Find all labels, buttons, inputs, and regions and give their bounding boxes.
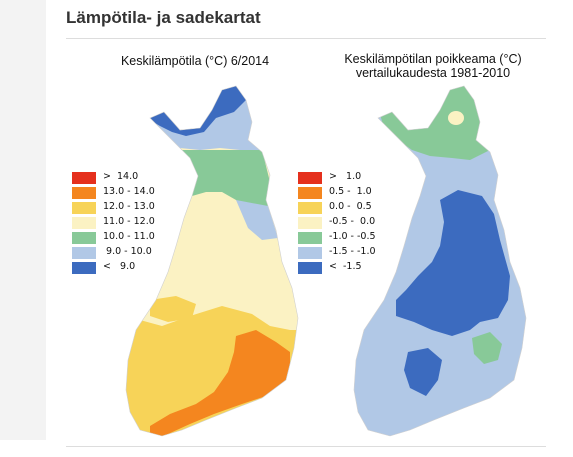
map-left-outline: [125, 85, 299, 437]
map-left-title: Keskilämpötila (°C) 6/2014: [100, 54, 290, 68]
legend-swatch: [72, 217, 96, 229]
legend-swatch: [298, 202, 322, 214]
legend-row: < 9.0: [72, 261, 182, 274]
legend-swatch: [72, 262, 96, 274]
bottom-divider: [66, 446, 546, 447]
map-left-title-text: Keskilämpötila (°C) 6/2014: [120, 54, 270, 68]
legend-label: 11.0 - 12.0: [103, 216, 155, 227]
map-right-title-line2: vertailukaudesta 1981-2010: [355, 66, 511, 80]
legend-swatch: [298, 187, 322, 199]
map-right-title-line1: Keskilämpötilan poikkeama (°C): [344, 52, 522, 66]
bottom-margin-strip: [0, 440, 573, 457]
zone-green-east: [472, 332, 502, 364]
legend-swatch: [72, 247, 96, 259]
legend-label: 0.0 - 0.5: [329, 201, 372, 212]
zone-lightblue-east: [236, 200, 278, 240]
legend-row: 0.5 - 1.0: [298, 186, 408, 199]
legend-row: -0.5 - 0.0: [298, 216, 408, 229]
legend-swatch: [298, 247, 322, 259]
zone-orange: [150, 330, 290, 436]
legend-label: > 14.0: [103, 171, 139, 182]
legend-swatch: [298, 172, 322, 184]
legend-label: < 9.0: [103, 261, 136, 272]
legend-row: > 1.0: [298, 171, 408, 184]
legend-row: 0.0 - 0.5: [298, 201, 408, 214]
legend-row: > 14.0: [72, 171, 182, 184]
map-right-outline: [353, 85, 527, 437]
title-divider: [66, 38, 546, 39]
page-title: Lämpötila- ja sadekartat: [66, 8, 261, 27]
legend-label: 13.0 - 14.0: [103, 186, 155, 197]
legend-swatch: [72, 232, 96, 244]
legend-swatch: [72, 172, 96, 184]
legend-row: 11.0 - 12.0: [72, 216, 182, 229]
legend-label: 10.0 - 11.0: [103, 231, 155, 242]
zone-green-north: [370, 86, 490, 160]
legend-label: 9.0 - 10.0: [103, 246, 152, 257]
zone-blue-central: [396, 190, 510, 336]
legend-label: -1.0 - -0.5: [329, 231, 376, 242]
legend-row: < -1.5: [298, 261, 408, 274]
legend-swatch: [298, 232, 322, 244]
legend-swatch: [298, 217, 322, 229]
map-right-title: Keskilämpötilan poikkeama (°C) vertailuk…: [318, 52, 548, 80]
legend-row: 10.0 - 11.0: [72, 231, 182, 244]
zone-green: [182, 150, 272, 214]
legend-label: > 1.0: [329, 171, 362, 182]
zone-blue-south: [404, 348, 442, 396]
legend-label: < -1.5: [329, 261, 362, 272]
legend-swatch: [298, 262, 322, 274]
legend-row: 9.0 - 10.0: [72, 246, 182, 259]
legend-swatch: [72, 202, 96, 214]
legend-row: -1.5 - -1.0: [298, 246, 408, 259]
legend-swatch: [72, 187, 96, 199]
legend-row: 13.0 - 14.0: [72, 186, 182, 199]
legend-label: 12.0 - 13.0: [103, 201, 155, 212]
zone-yellow-west: [150, 296, 196, 322]
left-margin-strip: [0, 0, 46, 440]
zone-cream-spot: [448, 111, 464, 125]
legend-row: -1.0 - -0.5: [298, 231, 408, 244]
legend-label: -0.5 - 0.0: [329, 216, 376, 227]
legend-label: 0.5 - 1.0: [329, 186, 372, 197]
legend-label: -1.5 - -1.0: [329, 246, 376, 257]
legend-row: 12.0 - 13.0: [72, 201, 182, 214]
